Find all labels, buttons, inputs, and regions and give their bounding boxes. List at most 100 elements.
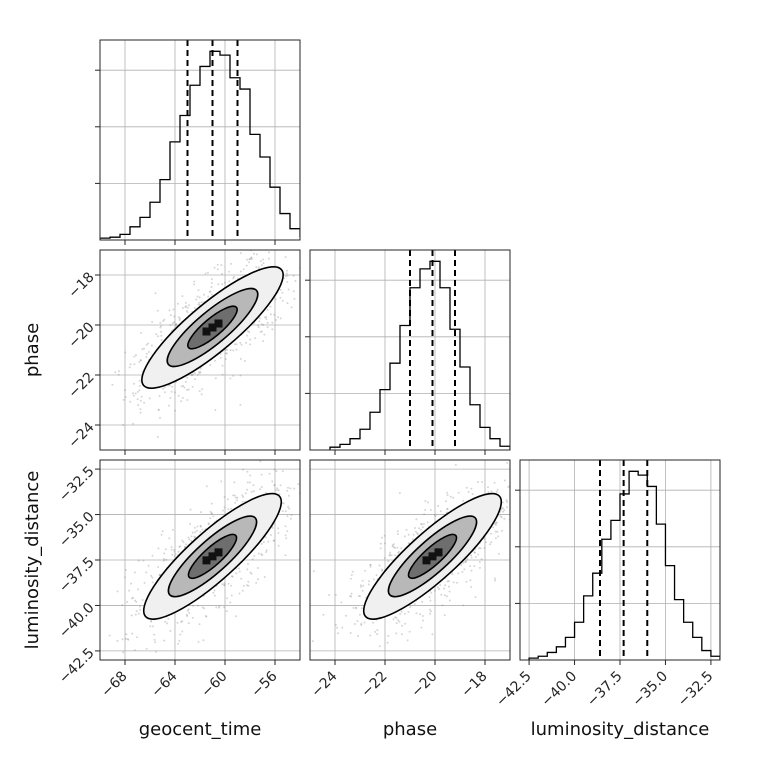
scatter-point xyxy=(321,484,323,486)
scatter-point xyxy=(470,487,473,490)
tick-label-x-phase: −20 xyxy=(408,668,440,700)
scatter-point xyxy=(349,595,352,598)
scatter-point xyxy=(207,295,210,298)
scatter-point xyxy=(494,579,497,582)
scatter-point xyxy=(419,613,422,616)
scatter-point xyxy=(536,492,538,494)
scatter-point xyxy=(273,468,276,471)
scatter-point xyxy=(226,348,229,351)
scatter-point xyxy=(182,541,185,544)
scatter-point xyxy=(487,486,489,489)
scatter-point xyxy=(359,584,362,587)
scatter-point xyxy=(114,371,117,374)
scatter-point xyxy=(223,496,226,498)
scatter-point xyxy=(368,580,370,583)
scatter-point xyxy=(266,321,269,324)
scatter-point xyxy=(246,584,249,587)
scatter-point xyxy=(213,594,216,597)
scatter-point xyxy=(422,619,425,622)
tick-label-y-luminosity_distance: −35.0 xyxy=(56,509,98,551)
panel-frame xyxy=(99,39,301,241)
tick-label-y-phase: −20 xyxy=(65,319,97,351)
scatter-point xyxy=(157,408,160,411)
scatter-point xyxy=(226,597,228,600)
scatter-point xyxy=(480,558,483,561)
scatter-point xyxy=(133,355,136,358)
scatter-point xyxy=(124,637,127,640)
scatter-point xyxy=(277,489,280,492)
scatter-point xyxy=(383,534,386,537)
scatter-point xyxy=(205,485,208,488)
scatter-point xyxy=(372,621,375,624)
scatter-point xyxy=(203,607,206,610)
scatter-point xyxy=(447,580,450,583)
scatter-point xyxy=(135,600,138,603)
scatter-point xyxy=(451,573,454,576)
tick-label-y-phase: −24 xyxy=(65,419,97,451)
scatter-point xyxy=(286,302,289,305)
scatter-point xyxy=(474,596,477,599)
x-axis-label-geocent-time: geocent_time xyxy=(139,719,262,740)
panel-frame xyxy=(309,459,511,661)
scatter-point xyxy=(250,490,253,493)
tick-label-x-phase: −24 xyxy=(308,668,340,700)
scatter-point xyxy=(465,580,468,583)
scatter-point xyxy=(239,252,242,255)
scatter-point xyxy=(186,388,188,391)
scatter-point xyxy=(293,297,296,300)
scatter-point xyxy=(429,612,432,615)
scatter-point xyxy=(139,605,141,608)
scatter-point xyxy=(511,479,513,481)
scatter-point xyxy=(279,288,282,291)
scatter-point xyxy=(238,570,241,573)
scatter-point xyxy=(197,289,200,292)
scatter-point xyxy=(204,615,207,617)
scatter-point xyxy=(224,358,227,361)
scatter-point xyxy=(388,554,391,557)
scatter-point xyxy=(416,533,419,536)
scatter-point xyxy=(258,317,261,320)
scatter-point xyxy=(387,560,390,563)
scatter-point xyxy=(121,604,124,607)
scatter-point xyxy=(246,568,249,571)
tick-label-x-luminosity_distance: −40.0 xyxy=(539,668,581,710)
scatter-point xyxy=(173,555,176,558)
scatter-point xyxy=(400,610,403,613)
scatter-point xyxy=(423,513,426,516)
scatter-point xyxy=(272,539,275,542)
scatter-point xyxy=(414,530,417,533)
scatter-point xyxy=(208,290,211,293)
scatter-point xyxy=(395,632,398,635)
scatter-point xyxy=(174,324,177,327)
scatter-point xyxy=(241,494,244,497)
scatter-point xyxy=(285,272,288,275)
scatter-point xyxy=(247,562,249,565)
tick-label-x-geocent_time: −60 xyxy=(198,668,230,700)
scatter-point xyxy=(159,326,162,329)
scatter-point xyxy=(249,571,252,574)
density-luminosity_distance-vs-phase xyxy=(311,461,538,648)
scatter-point xyxy=(230,507,233,510)
scatter-point xyxy=(421,526,424,529)
scatter-point xyxy=(118,370,120,373)
scatter-point xyxy=(350,592,353,595)
scatter-point xyxy=(161,530,164,533)
scatter-point xyxy=(302,483,304,485)
scatter-point xyxy=(303,498,305,500)
scatter-point xyxy=(452,581,455,584)
scatter-point xyxy=(387,634,390,637)
density-luminosity_distance-vs-geocent_time xyxy=(108,460,323,654)
scatter-point xyxy=(193,280,196,283)
scatter-point xyxy=(232,494,235,497)
scatter-point xyxy=(260,553,263,556)
scatter-point xyxy=(137,559,140,562)
scatter-point xyxy=(219,356,222,359)
scatter-point xyxy=(232,349,235,352)
scatter-point xyxy=(154,641,157,644)
scatter-point xyxy=(241,589,244,592)
scatter-point xyxy=(194,536,196,539)
scatter-point xyxy=(448,590,451,593)
scatter-point xyxy=(190,374,193,377)
scatter-point xyxy=(163,639,166,642)
scatter-point xyxy=(199,371,202,374)
